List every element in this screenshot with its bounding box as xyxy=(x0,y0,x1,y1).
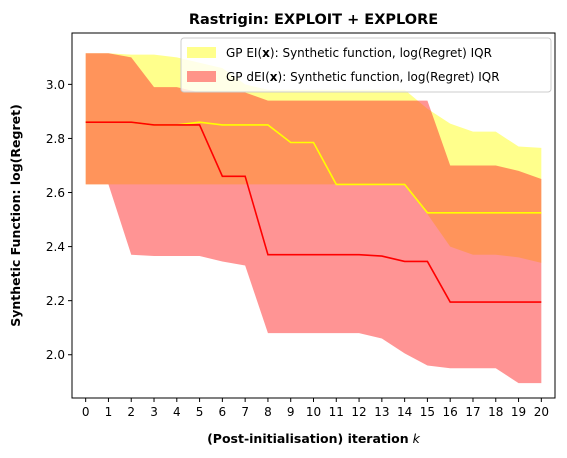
x-tick-label: 15 xyxy=(420,405,435,419)
x-tick-label: 16 xyxy=(443,405,458,419)
x-tick-label: 4 xyxy=(173,405,181,419)
x-tick-label: 0 xyxy=(82,405,90,419)
x-tick-label: 1 xyxy=(105,405,113,419)
legend-label-series-0: GP EI(x): Synthetic function, log(Regret… xyxy=(226,46,492,60)
x-tick-label: 5 xyxy=(196,405,204,419)
y-axis-ticks: 2.0 2.2 2.4 2.6 2.8 3.0 xyxy=(46,78,72,362)
x-tick-label: 17 xyxy=(465,405,480,419)
legend-label-series-1: GP dEI(x): Synthetic function, log(Regre… xyxy=(226,70,500,84)
legend-swatch-series-0 xyxy=(187,47,216,58)
x-tick-label: 11 xyxy=(329,405,344,419)
x-tick-label: 14 xyxy=(397,405,412,419)
legend: GP EI(x): Synthetic function, log(Regret… xyxy=(180,37,552,93)
x-axis-label-var: k xyxy=(413,431,421,446)
x-tick-label: 13 xyxy=(374,405,389,419)
y-tick-label: 2.0 xyxy=(46,348,65,362)
x-tick-label: 2 xyxy=(127,405,135,419)
x-tick-label: 12 xyxy=(351,405,366,419)
legend-box xyxy=(180,37,552,93)
median-line-series-1 xyxy=(85,121,542,303)
legend-swatch-series-1 xyxy=(187,71,216,82)
y-tick-label: 2.6 xyxy=(46,186,65,200)
x-tick-label: 19 xyxy=(511,405,526,419)
x-tick-label: 8 xyxy=(264,405,272,419)
x-tick-label: 7 xyxy=(241,405,249,419)
x-axis-label-text: (Post-initialisation) iteration xyxy=(207,431,409,446)
iqr-band-series-1 xyxy=(85,53,542,384)
y-tick-label: 2.8 xyxy=(46,132,65,146)
y-tick-label: 2.4 xyxy=(46,240,65,254)
x-axis-label: (Post-initialisation) iteration k xyxy=(207,431,421,446)
x-tick-label: 6 xyxy=(219,405,227,419)
x-axis-ticks: 0 1 2 3 4 5 6 7 8 9 10 11 12 13 14 15 16 17 18 19 20 xyxy=(82,398,549,419)
chart-title: Rastrigin: EXPLOIT + EXPLORE xyxy=(189,12,438,28)
median-lines xyxy=(85,121,542,303)
x-tick-label: 20 xyxy=(534,405,549,419)
x-tick-label: 3 xyxy=(150,405,158,419)
x-tick-label: 18 xyxy=(488,405,503,419)
y-axis-label: Synthetic Function: log(Regret) xyxy=(8,104,23,327)
iqr-bands xyxy=(85,53,542,384)
y-tick-label: 2.2 xyxy=(46,294,65,308)
x-tick-label: 10 xyxy=(306,405,321,419)
y-tick-label: 3.0 xyxy=(46,78,65,92)
x-tick-label: 9 xyxy=(287,405,295,419)
